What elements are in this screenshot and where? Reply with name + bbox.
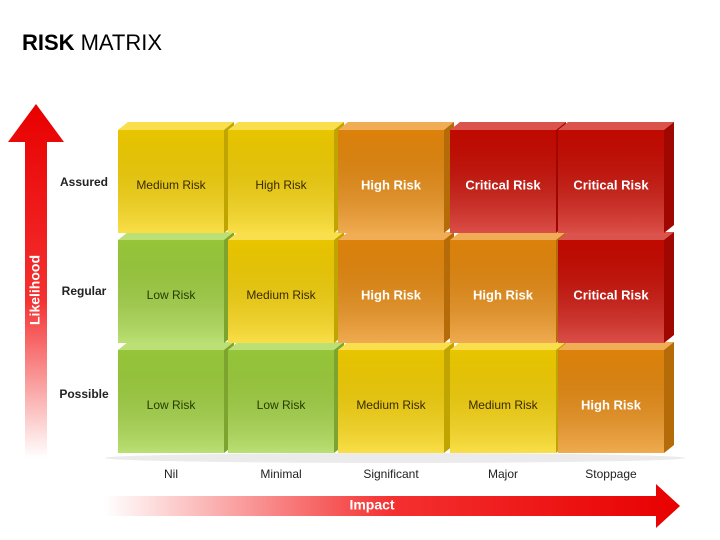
- impact-arrow: [105, 484, 680, 528]
- cube-top-light: [338, 232, 454, 240]
- row-label: Regular: [62, 284, 107, 298]
- cube-top: [558, 122, 674, 130]
- row-label: Possible: [59, 387, 109, 401]
- cube-side: [664, 232, 674, 343]
- cube-top: [228, 342, 344, 350]
- title-bold: RISK: [22, 30, 75, 55]
- cube-shine: [338, 240, 444, 343]
- cell-label: Low Risk: [147, 288, 197, 302]
- cube-shine: [338, 350, 444, 453]
- cell-label: High Risk: [473, 287, 534, 302]
- cube-side-dark: [664, 232, 674, 343]
- cube-top-light: [338, 342, 454, 350]
- cube-top-light: [338, 122, 454, 130]
- likelihood-arrow: [8, 104, 64, 458]
- cube-top: [118, 122, 234, 130]
- cell-label: Medium Risk: [136, 178, 206, 192]
- cube-shine: [450, 350, 556, 453]
- title-rest: MATRIX: [81, 30, 163, 55]
- cube-side: [664, 122, 674, 233]
- column-label: Significant: [363, 467, 419, 481]
- cell-label: High Risk: [361, 287, 422, 302]
- cell-label: Low Risk: [257, 398, 307, 412]
- cube-top-light: [118, 342, 234, 350]
- cube-shine: [118, 240, 224, 343]
- cube-shine: [558, 350, 664, 453]
- cube-top-light: [558, 122, 674, 130]
- column-label: Nil: [164, 467, 178, 481]
- cell-label: Medium Risk: [246, 288, 316, 302]
- cube-top-light: [450, 342, 566, 350]
- cube-top-light: [118, 232, 234, 240]
- cube-shine: [228, 240, 334, 343]
- cell-label: Medium Risk: [356, 398, 426, 412]
- cube-top: [558, 232, 674, 240]
- cube-side-dark: [664, 122, 674, 233]
- cube-top-light: [228, 232, 344, 240]
- cell-label: Medium Risk: [468, 398, 538, 412]
- x-axis-label: Impact: [349, 497, 394, 513]
- cube-top: [228, 232, 344, 240]
- cube-shine: [228, 350, 334, 453]
- y-axis-label: Likelihood: [27, 255, 43, 325]
- cell-label: Critical Risk: [573, 177, 649, 192]
- cube-side-dark: [664, 342, 674, 453]
- cube-shine: [118, 350, 224, 453]
- cube-top-light: [558, 232, 674, 240]
- cube-top: [338, 122, 454, 130]
- cube-top-light: [228, 122, 344, 130]
- cube-shine: [558, 240, 664, 343]
- cell-label: High Risk: [361, 177, 422, 192]
- cube-top: [228, 122, 344, 130]
- floor-shadow: [105, 453, 685, 463]
- cell-label: Low Risk: [147, 398, 197, 412]
- cube-top-light: [228, 342, 344, 350]
- cell-label: High Risk: [255, 178, 307, 192]
- cube-top: [450, 342, 566, 350]
- cube-top-light: [558, 342, 674, 350]
- cube-top: [118, 342, 234, 350]
- cube-shine: [118, 130, 224, 233]
- column-label: Major: [488, 467, 518, 481]
- cell-label: Critical Risk: [465, 177, 541, 192]
- cell-label: High Risk: [581, 397, 642, 412]
- cube-top-light: [450, 122, 566, 130]
- title: RISK MATRIX: [22, 30, 162, 55]
- cube-top-light: [450, 232, 566, 240]
- column-label: Minimal: [260, 467, 301, 481]
- row-label: Assured: [60, 175, 108, 189]
- cube-side: [664, 342, 674, 453]
- cell-label: Critical Risk: [573, 287, 649, 302]
- cube-top: [338, 232, 454, 240]
- cube-shine: [450, 240, 556, 343]
- cube-shine: [558, 130, 664, 233]
- cube-top-light: [118, 122, 234, 130]
- cube-top: [558, 342, 674, 350]
- cube-top: [450, 232, 566, 240]
- column-label: Stoppage: [585, 467, 637, 481]
- cube-top: [338, 342, 454, 350]
- cube-shine: [450, 130, 556, 233]
- cube-shine: [228, 130, 334, 233]
- cube-shine: [338, 130, 444, 233]
- cube-top: [118, 232, 234, 240]
- cube-top: [450, 122, 566, 130]
